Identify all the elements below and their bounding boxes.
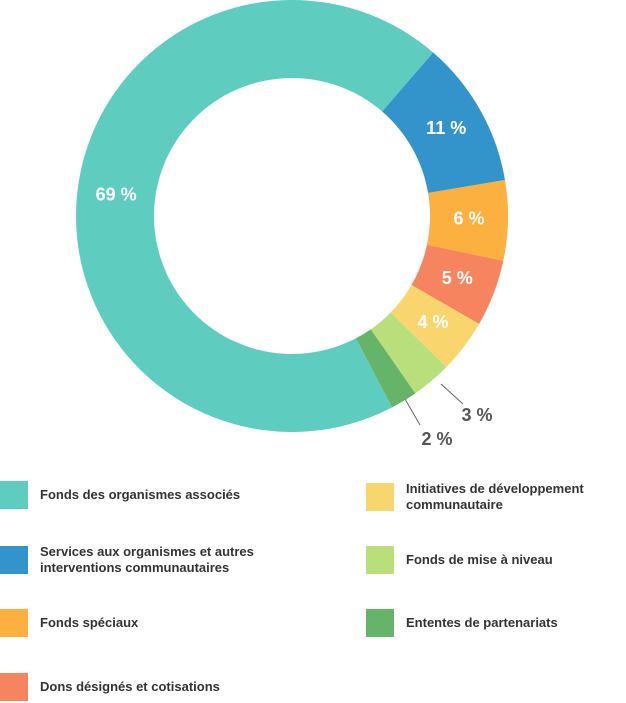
donut-segment <box>370 312 447 394</box>
legend-swatch <box>366 546 394 574</box>
legend-item: Ententes de partenariats <box>366 607 626 639</box>
legend-item: Fonds spéciaux <box>0 607 330 639</box>
legend-label: Ententes de partenariats <box>406 615 558 630</box>
value-label: 5 % <box>442 268 473 288</box>
value-label: 11 % <box>426 118 466 138</box>
legend-item: Initiatives de développement communautai… <box>366 481 626 513</box>
donut-segment <box>382 52 505 193</box>
legend-swatch <box>0 609 28 637</box>
value-label: 2 % <box>421 429 452 449</box>
value-label: 6 % <box>453 208 484 228</box>
legend-label: Dons désignés et cotisations <box>40 679 220 694</box>
legend-swatch <box>0 546 28 574</box>
donut-segment <box>411 244 504 324</box>
donut-segment <box>426 179 508 261</box>
legend-item: Fonds des organismes associés <box>0 479 330 511</box>
legend-item: Dons désignés et cotisations <box>0 671 330 703</box>
legend-item: Fonds de mise à niveau <box>366 544 626 576</box>
value-label: 3 % <box>461 405 492 425</box>
legend-swatch <box>366 483 394 511</box>
legend-label: Fonds spéciaux <box>40 615 139 630</box>
chart: 69 % 11 % 6 % 5 % 4 % 3 % 2 % <box>76 0 508 449</box>
legend-label: Fonds des organismes associés <box>40 487 241 502</box>
legend-swatch <box>366 609 394 637</box>
legend-label: Services aux organismes et autres interv… <box>40 544 254 575</box>
legend-swatch <box>0 481 28 509</box>
legend-swatch <box>0 673 28 701</box>
value-label: 69 % <box>96 184 137 204</box>
legend-label: Fonds de mise à niveau <box>406 552 553 567</box>
leader-line <box>440 383 464 405</box>
legend-item: Services aux organismes et autres interv… <box>0 544 330 576</box>
donut-segment <box>355 329 416 408</box>
value-label: 4 % <box>417 312 448 332</box>
donut-segment <box>76 0 434 432</box>
legend-label: Initiatives de développement communautai… <box>406 481 584 512</box>
donut-segment <box>390 285 480 368</box>
leader-line <box>404 398 421 426</box>
